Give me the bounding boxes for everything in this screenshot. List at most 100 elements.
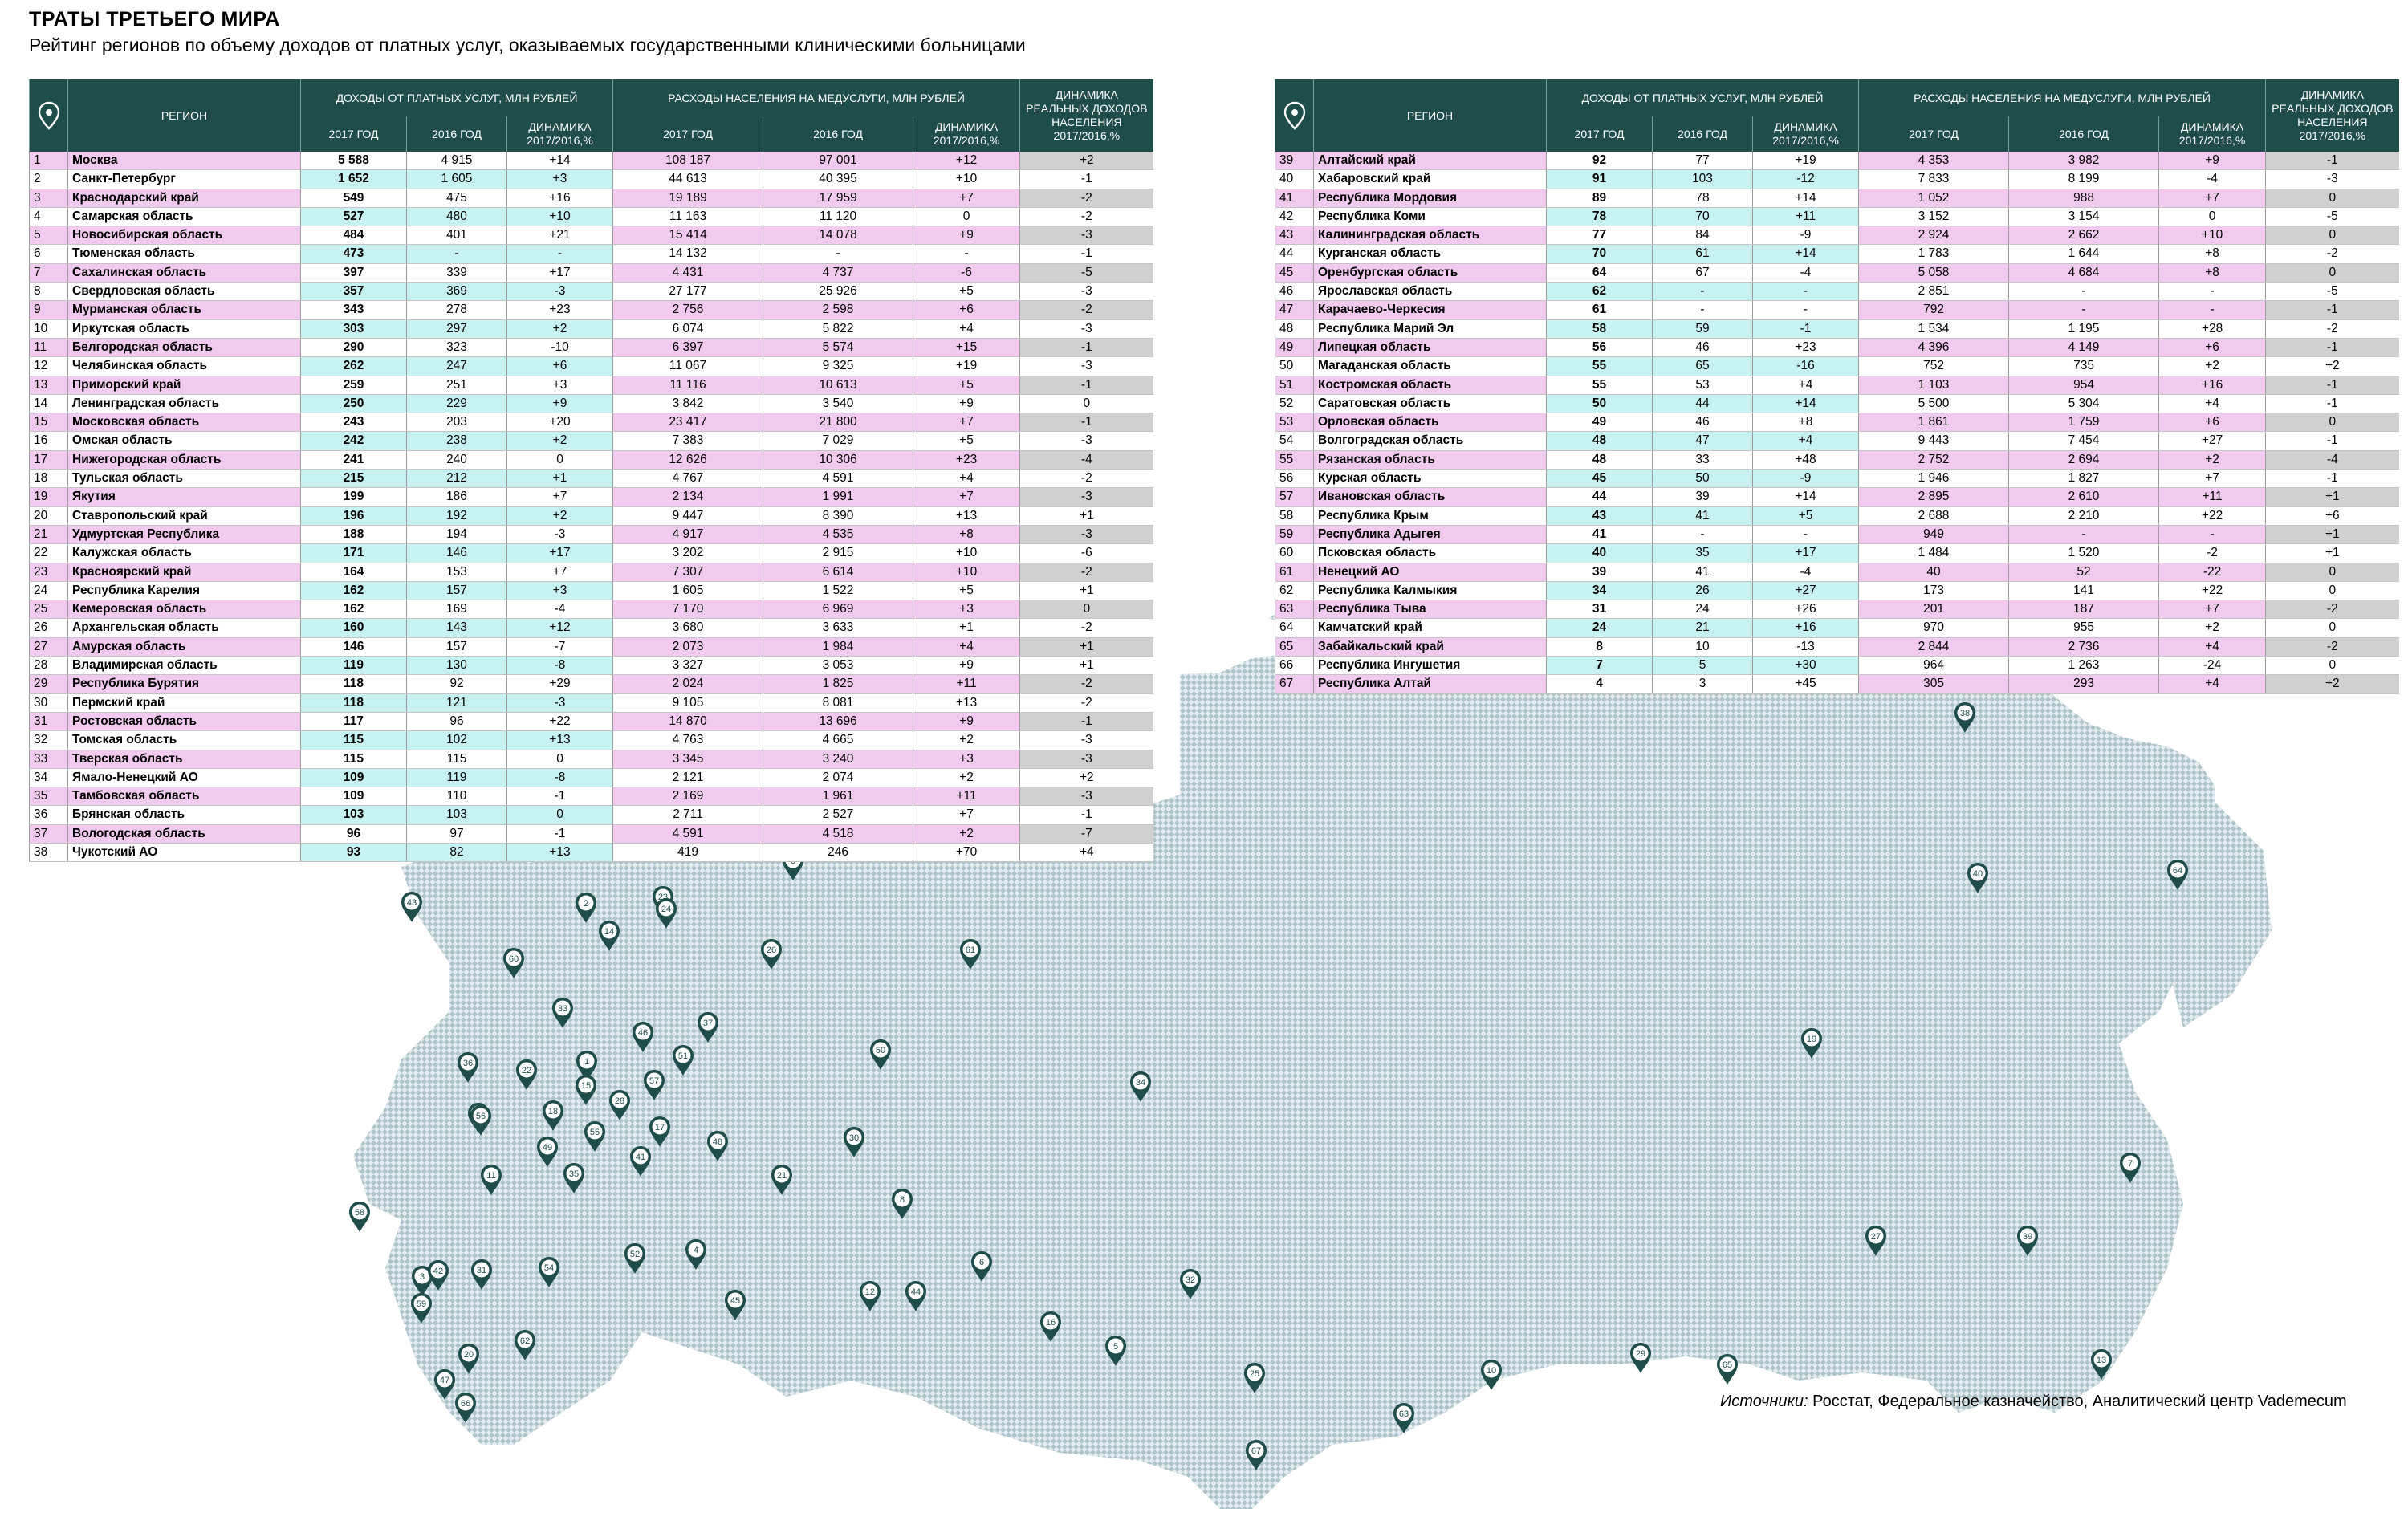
map-pin-61[interactable]: 61 (960, 939, 981, 970)
map-pin-46[interactable]: 46 (633, 1022, 653, 1052)
map-pin-label: 43 (407, 898, 417, 908)
map-pin-28[interactable]: 28 (609, 1090, 630, 1120)
map-pin-27[interactable]: 27 (1865, 1226, 1886, 1256)
map-pin-label: 51 (678, 1051, 688, 1061)
cell-spending-2016: 7 029 (763, 431, 913, 451)
map-pin-badge (460, 1055, 476, 1071)
map-pin-20[interactable]: 20 (458, 1344, 479, 1374)
map-pin-29[interactable]: 29 (1630, 1343, 1651, 1373)
cell-spending-2017: 964 (1858, 656, 2009, 676)
map-pin-60[interactable]: 60 (503, 948, 524, 978)
map-pin-label: 59 (417, 1299, 426, 1309)
map-pin-22[interactable]: 22 (516, 1059, 537, 1090)
cell-rank: 2 (29, 169, 68, 189)
map-pin-56[interactable]: 56 (470, 1105, 491, 1136)
map-pin-4[interactable]: 4 (685, 1239, 706, 1270)
map-pin-7[interactable]: 7 (2120, 1153, 2141, 1183)
map-pin-66[interactable]: 66 (455, 1393, 476, 1423)
map-pin-19[interactable]: 19 (1801, 1028, 1822, 1059)
map-pin-14[interactable]: 14 (599, 921, 620, 951)
map-pin-33[interactable]: 33 (552, 998, 573, 1028)
cell-spending-dyn: +4 (2158, 394, 2266, 414)
map-pin-3[interactable]: 3 (412, 1266, 433, 1296)
table-row: 40 Хабаровский край 91 103 -12 7 833 8 199 -4 -3 (1275, 169, 2399, 189)
map-pin-32[interactable]: 32 (1180, 1269, 1201, 1299)
map-pin-13[interactable]: 13 (2091, 1349, 2112, 1380)
map-pin-40[interactable]: 40 (1967, 863, 1988, 893)
map-pin-6[interactable]: 6 (971, 1251, 992, 1282)
map-pin-label: 25 (1250, 1369, 1259, 1379)
cell-income-2016: 26 (1652, 581, 1753, 601)
map-pin-64[interactable]: 64 (2167, 860, 2188, 890)
map-pin-51[interactable]: 51 (673, 1045, 694, 1076)
cell-spending-dyn: +10 (913, 169, 1020, 189)
cell-spending-2016: 5 822 (763, 319, 913, 339)
map-pin-8[interactable]: 8 (892, 1189, 913, 1219)
map-pin-15[interactable]: 15 (576, 1075, 596, 1105)
cell-rank: 58 (1275, 506, 1314, 526)
cell-region: Республика Калмыкия (1313, 581, 1547, 601)
map-pin-62[interactable]: 62 (515, 1330, 535, 1360)
map-pin-59[interactable]: 59 (411, 1293, 432, 1324)
map-pin-54[interactable]: 54 (539, 1257, 559, 1287)
cell-income-dyn: +14 (1751, 244, 1859, 264)
cell-income-2017: 78 (1546, 207, 1653, 227)
map-pin-39[interactable]: 39 (2017, 1226, 2038, 1256)
map-pin-47[interactable]: 47 (434, 1369, 455, 1400)
map-pin-49[interactable]: 49 (537, 1137, 558, 1167)
map-pin-38[interactable]: 38 (1954, 702, 1975, 733)
map-pin-30[interactable]: 30 (844, 1127, 864, 1157)
map-pin-26[interactable]: 26 (761, 939, 782, 970)
map-pin-1[interactable]: 1 (576, 1051, 597, 1081)
cell-spending-2017: 7 170 (612, 600, 763, 620)
cell-spending-2016: 52 (2008, 563, 2159, 582)
header-real-income: ДИНАМИКА РЕАЛЬНЫХ ДОХОДОВ НАСЕЛЕНИЯ 2017… (1019, 79, 1153, 152)
map-pin-36[interactable]: 36 (458, 1052, 478, 1083)
map-pin-67[interactable]: 67 (1246, 1440, 1267, 1470)
cell-region: Калининградская область (1313, 226, 1547, 246)
map-pin-44[interactable]: 44 (905, 1281, 926, 1311)
map-pin-31[interactable]: 31 (471, 1259, 492, 1290)
map-pin-17[interactable]: 17 (649, 1116, 670, 1147)
map-pin-2[interactable]: 2 (576, 893, 596, 923)
map-pin-57[interactable]: 57 (644, 1070, 665, 1100)
map-pin-18[interactable]: 18 (543, 1100, 563, 1131)
map-pin-10[interactable]: 10 (1481, 1360, 1502, 1390)
cell-rank: 32 (29, 730, 68, 750)
map-pin-45[interactable]: 45 (725, 1290, 746, 1320)
map-pin-12[interactable]: 12 (860, 1281, 881, 1311)
cell-income-dyn: 0 (506, 450, 613, 470)
map-pin-11[interactable]: 11 (481, 1165, 502, 1195)
cell-income-dyn: - (506, 244, 613, 264)
map-pin-16[interactable]: 16 (1040, 1311, 1061, 1342)
map-pin-41[interactable]: 41 (630, 1146, 651, 1177)
cell-region: Омская область (67, 431, 301, 451)
cell-income-2016: 369 (406, 282, 507, 302)
map-pin-52[interactable]: 52 (624, 1243, 645, 1274)
map-pin-35[interactable]: 35 (563, 1163, 584, 1193)
map-pin-25[interactable]: 25 (1244, 1363, 1265, 1393)
cell-real-income-dyn: 0 (2265, 189, 2399, 208)
cell-income-dyn: +19 (1751, 152, 1859, 171)
cell-income-2017: 62 (1546, 282, 1653, 302)
map-pin-58[interactable]: 58 (349, 1202, 370, 1232)
map-pin-65[interactable]: 65 (1717, 1354, 1738, 1385)
cell-real-income-dyn: -3 (1019, 431, 1153, 451)
cell-spending-2017: 2 134 (612, 487, 763, 507)
map-pin-43[interactable]: 43 (401, 892, 422, 922)
cell-spending-2017: 1 605 (612, 581, 763, 601)
map-pin-34[interactable]: 34 (1130, 1071, 1151, 1102)
map-pin-24[interactable]: 24 (656, 898, 677, 929)
table-row: 63 Республика Тыва 31 24 +26 201 187 +7 -2 (1275, 600, 2399, 620)
cell-income-2017: 196 (300, 506, 407, 526)
map-pin-48[interactable]: 48 (707, 1131, 728, 1161)
map-pin-37[interactable]: 37 (698, 1012, 718, 1043)
cell-spending-2017: 19 189 (612, 189, 763, 208)
map-pin-63[interactable]: 63 (1393, 1403, 1414, 1433)
map-pin-5[interactable]: 5 (1105, 1336, 1126, 1366)
map-pin-21[interactable]: 21 (771, 1165, 792, 1195)
map-pin-50[interactable]: 50 (870, 1039, 891, 1070)
map-pin-55[interactable]: 55 (584, 1121, 605, 1152)
map-pin-42[interactable]: 42 (428, 1260, 449, 1291)
cell-spending-2017: 3 202 (612, 543, 763, 563)
